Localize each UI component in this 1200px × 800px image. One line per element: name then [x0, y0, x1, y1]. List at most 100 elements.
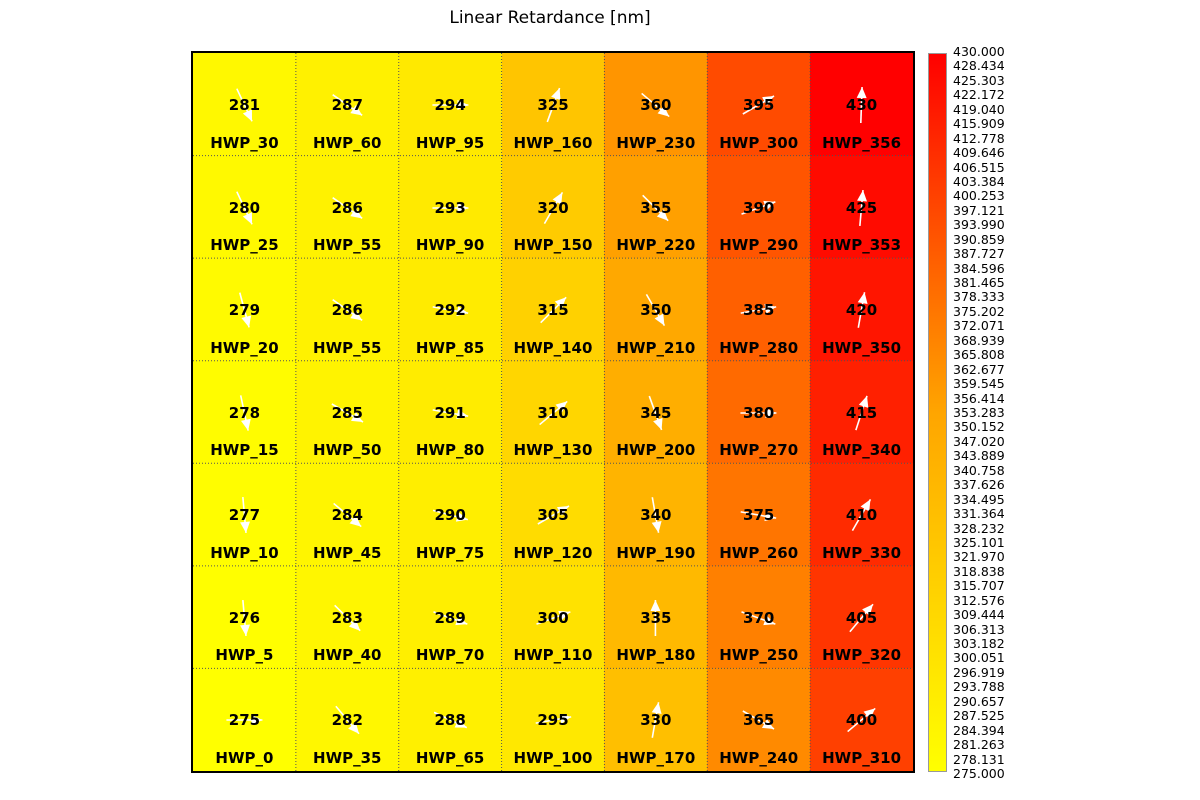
- colorbar-tick: 368.939: [953, 332, 1005, 348]
- colorbar-tick: 356.414: [953, 390, 1005, 406]
- cell-label: HWP_200: [616, 441, 696, 460]
- heatmap-cell: 277 HWP_10: [193, 463, 296, 566]
- colorbar-tick: 321.970: [953, 549, 1005, 565]
- colorbar-tick: 415.909: [953, 116, 1005, 132]
- heatmap-cell: 276 HWP_5: [193, 565, 296, 669]
- colorbar-tick: 337.626: [953, 477, 1005, 493]
- cell-label: HWP_35: [313, 748, 382, 767]
- colorbar-tick: 362.677: [953, 361, 1005, 377]
- colorbar-tick: 334.495: [953, 491, 1005, 507]
- heatmap-cell: 330 HWP_170: [604, 668, 708, 771]
- cell-label: HWP_320: [822, 646, 902, 665]
- cell-label: HWP_350: [822, 338, 902, 357]
- colorbar-tick: 306.313: [953, 621, 1005, 637]
- cell-label: HWP_290: [719, 236, 799, 255]
- cell-label: HWP_240: [719, 748, 799, 767]
- cell-value: 300: [537, 608, 569, 627]
- colorbar-tick: 275.000: [953, 766, 1005, 781]
- cell-value: 283: [331, 608, 363, 627]
- cell-label: HWP_170: [616, 748, 696, 767]
- heatmap-cell: 415 HWP_340: [810, 360, 913, 464]
- colorbar-tick: 422.172: [953, 87, 1005, 103]
- cell-value: 375: [743, 506, 775, 525]
- heatmap-cell: 294 HWP_95: [398, 53, 502, 156]
- heatmap-cell: 340 HWP_190: [604, 463, 708, 566]
- colorbar-tick: 278.131: [953, 751, 1005, 767]
- cell-value: 380: [743, 403, 775, 422]
- heatmap-cell: 430 HWP_356: [810, 53, 913, 156]
- cell-label: HWP_70: [415, 646, 485, 665]
- heatmap-cell: 365 HWP_240: [707, 668, 811, 771]
- heatmap-grid: 281 HWP_30 287 HWP_60 294 HWP_95 325 HWP_160 360…: [191, 51, 915, 773]
- cell-value: 276: [228, 608, 261, 627]
- cell-label: HWP_353: [822, 236, 902, 255]
- cell-value: 310: [537, 403, 569, 422]
- cell-value: 345: [640, 403, 672, 422]
- cell-label: HWP_210: [616, 338, 696, 357]
- cell-value: 280: [228, 198, 261, 217]
- cell-value: 330: [640, 711, 672, 730]
- colorbar-tick: 412.778: [953, 130, 1005, 146]
- cell-label: HWP_20: [210, 338, 279, 357]
- heatmap-cell: 410 HWP_330: [810, 463, 913, 566]
- heatmap-cell: 360 HWP_230: [604, 53, 708, 156]
- colorbar-tick: 287.525: [953, 708, 1005, 724]
- colorbar-tick: 318.838: [953, 563, 1005, 579]
- cell-value: 430: [845, 96, 878, 114]
- cell-label: HWP_260: [719, 543, 799, 562]
- cell-label: HWP_65: [415, 748, 485, 767]
- cell-value: 385: [743, 301, 775, 320]
- cell-value: 275: [228, 711, 261, 730]
- colorbar-tick: 430.000: [953, 44, 1005, 59]
- cell-label: HWP_50: [313, 441, 382, 460]
- cell-value: 290: [434, 506, 466, 525]
- colorbar-tick: 303.182: [953, 636, 1005, 652]
- cell-value: 294: [434, 96, 466, 114]
- cell-label: HWP_90: [415, 236, 485, 255]
- heatmap-cell: 350 HWP_210: [604, 258, 708, 361]
- cell-label: HWP_5: [215, 646, 274, 665]
- cell-label: HWP_160: [513, 133, 593, 152]
- cell-label: HWP_75: [415, 543, 485, 562]
- colorbar-tick: 347.020: [953, 433, 1005, 449]
- cell-value: 277: [228, 506, 261, 525]
- cell-value: 395: [743, 96, 775, 114]
- colorbar-tick: 400.253: [953, 188, 1005, 204]
- cell-label: HWP_30: [210, 133, 279, 152]
- cell-label: HWP_60: [313, 133, 382, 152]
- heatmap-cell: 284 HWP_45: [295, 463, 399, 566]
- cell-value: 360: [640, 96, 672, 114]
- heatmap-cell: 278 HWP_15: [193, 360, 296, 464]
- heatmap-cell: 345 HWP_200: [604, 360, 708, 464]
- heatmap-cell: 300 HWP_110: [501, 565, 605, 669]
- cell-label: HWP_340: [822, 441, 902, 460]
- cell-label: HWP_270: [719, 441, 799, 460]
- cell-label: HWP_85: [415, 338, 485, 357]
- colorbar-tick: 425.303: [953, 72, 1005, 88]
- cell-value: 289: [434, 608, 466, 627]
- cell-value: 420: [845, 301, 878, 320]
- cell-label: HWP_190: [616, 543, 696, 562]
- heatmap-cell: 385 HWP_280: [707, 258, 811, 361]
- colorbar-tick: 350.152: [953, 419, 1005, 435]
- colorbar-tick: 325.101: [953, 534, 1005, 550]
- cell-label: HWP_10: [210, 543, 279, 562]
- cell-label: HWP_55: [313, 236, 382, 255]
- colorbar-tick: 328.232: [953, 520, 1005, 536]
- cell-label: HWP_330: [822, 543, 902, 562]
- cell-label: HWP_80: [415, 441, 485, 460]
- heatmap-cell: 291 HWP_80: [398, 360, 502, 464]
- heatmap-cell: 425 HWP_353: [810, 155, 913, 259]
- colorbar-tick: 375.202: [953, 303, 1005, 319]
- colorbar-tick: 340.758: [953, 462, 1005, 478]
- heatmap-cell: 325 HWP_160: [501, 53, 605, 156]
- colorbar-tick: 384.596: [953, 260, 1005, 276]
- cell-value: 335: [640, 608, 672, 627]
- heatmap-cell: 400 HWP_310: [810, 668, 913, 771]
- cell-label: HWP_15: [210, 441, 279, 460]
- colorbar-tick: 409.646: [953, 145, 1005, 161]
- heatmap-cell: 288 HWP_65: [398, 668, 502, 771]
- cell-label: HWP_280: [719, 338, 799, 357]
- cell-label: HWP_150: [513, 236, 593, 255]
- heatmap-cell: 335 HWP_180: [604, 565, 708, 669]
